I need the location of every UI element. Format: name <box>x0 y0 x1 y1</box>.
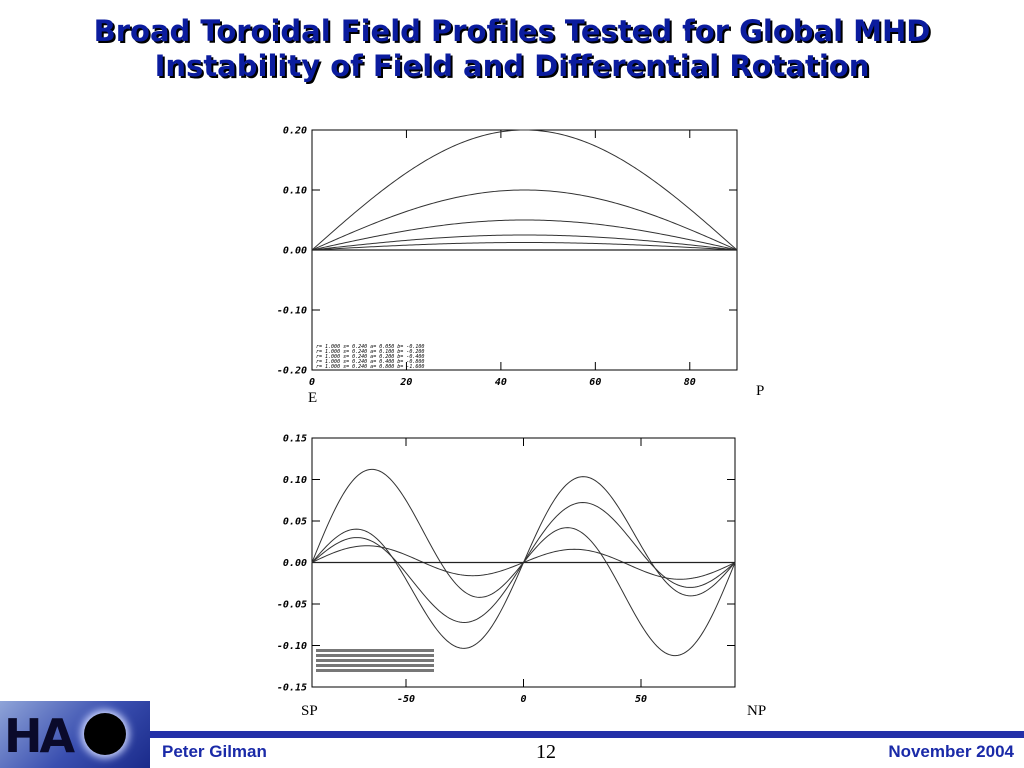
label-p: P <box>756 383 765 399</box>
legend-blur-bottom-2 <box>316 659 434 662</box>
legend-blur-bottom-0 <box>316 649 434 652</box>
xtick-label-top-4: 80 <box>684 377 696 388</box>
ytick-label-bottom-5: -0.10 <box>277 641 307 652</box>
ytick-label-bottom-2: 0.05 <box>283 517 307 528</box>
footer-bar <box>150 731 1024 738</box>
legend-entry-top-3: r= 1.000 s= 0.240 a= 0.400 b= -0.800 <box>316 359 424 365</box>
page-number: 12 <box>536 741 556 763</box>
xtick-label-bottom-2: 50 <box>635 694 647 705</box>
title-line-1: Broad Toroidal Field Profiles Tested for… <box>93 14 931 48</box>
title-line-2: Instability of Field and Differential Ro… <box>154 49 870 83</box>
ytick-label-top-1: 0.10 <box>283 186 307 197</box>
label-np: NP <box>747 703 767 719</box>
logo-disc <box>84 713 126 755</box>
ytick-label-bottom-6: -0.15 <box>277 683 307 694</box>
ytick-label-top-2: 0.00 <box>283 246 307 257</box>
legend-blur-bottom-4 <box>316 669 434 672</box>
legend-entry-top-4: r= 1.000 s= 0.240 a= 0.800 b= -1.600 <box>316 364 424 370</box>
chart-bottom: 0.15 0.10 0.05 0.00 -0.05 -0.10 -0.15 -50 0 50 <box>272 432 742 707</box>
xtick-label-top-3: 60 <box>589 377 601 388</box>
hao-logo: HA <box>0 701 150 768</box>
ytick-label-top-4: -0.20 <box>277 366 307 377</box>
xtick-label-top-1: 20 <box>399 377 412 388</box>
legend-entry-top-0: r= 1.000 s= 0.240 a= 0.050 b= -0.100 <box>316 344 424 350</box>
label-sp: SP <box>301 703 318 719</box>
chart-top: 0.20 0.10 0.00 -0.10 -0.20 0 20 40 60 80 r= 1.000 … <box>262 122 742 390</box>
ytick-label-top-3: -0.10 <box>277 306 307 317</box>
footer-author: Peter Gilman <box>162 742 267 761</box>
xtick-label-bottom-0: -50 <box>397 694 415 705</box>
footer-date: November 2004 <box>888 742 1014 761</box>
series-line-top-1 <box>311 234 738 251</box>
legend-blur-bottom-3 <box>316 664 434 667</box>
chart-bottom-svg: 0.15 0.10 0.05 0.00 -0.05 -0.10 -0.15 -50 0 50 <box>277 434 736 705</box>
ytick-label-bottom-3: 0.00 <box>283 558 307 569</box>
series-line-top-0 <box>311 242 738 251</box>
legend-entry-top-2: r= 1.000 s= 0.240 a= 0.200 b= -0.400 <box>316 354 424 360</box>
legend-blur-bottom-1 <box>316 654 434 657</box>
legend-entry-top-1: r= 1.000 s= 0.240 a= 0.100 b= -0.200 <box>316 349 424 355</box>
series-line-top-3 <box>311 189 738 251</box>
slide-title: Broad Toroidal Field Profiles Tested for… <box>0 14 1024 84</box>
logo-text: HA <box>4 709 75 763</box>
ytick-label-bottom-4: -0.05 <box>277 600 307 611</box>
ytick-label-top-0: 0.20 <box>283 126 307 137</box>
chart-top-svg: 0.20 0.10 0.00 -0.10 -0.200 20 40 60 80 r= 1.000 … <box>277 126 738 388</box>
xtick-label-bottom-1: 0 <box>520 694 526 705</box>
series-line-top-2 <box>311 219 738 251</box>
label-e: E <box>308 390 318 406</box>
xtick-label-top-0: 0 <box>309 377 315 388</box>
series-line-top-4 <box>311 129 738 251</box>
xtick-label-top-2: 40 <box>495 377 507 388</box>
ytick-label-bottom-0: 0.15 <box>283 434 307 445</box>
ytick-label-bottom-1: 0.10 <box>283 475 307 486</box>
